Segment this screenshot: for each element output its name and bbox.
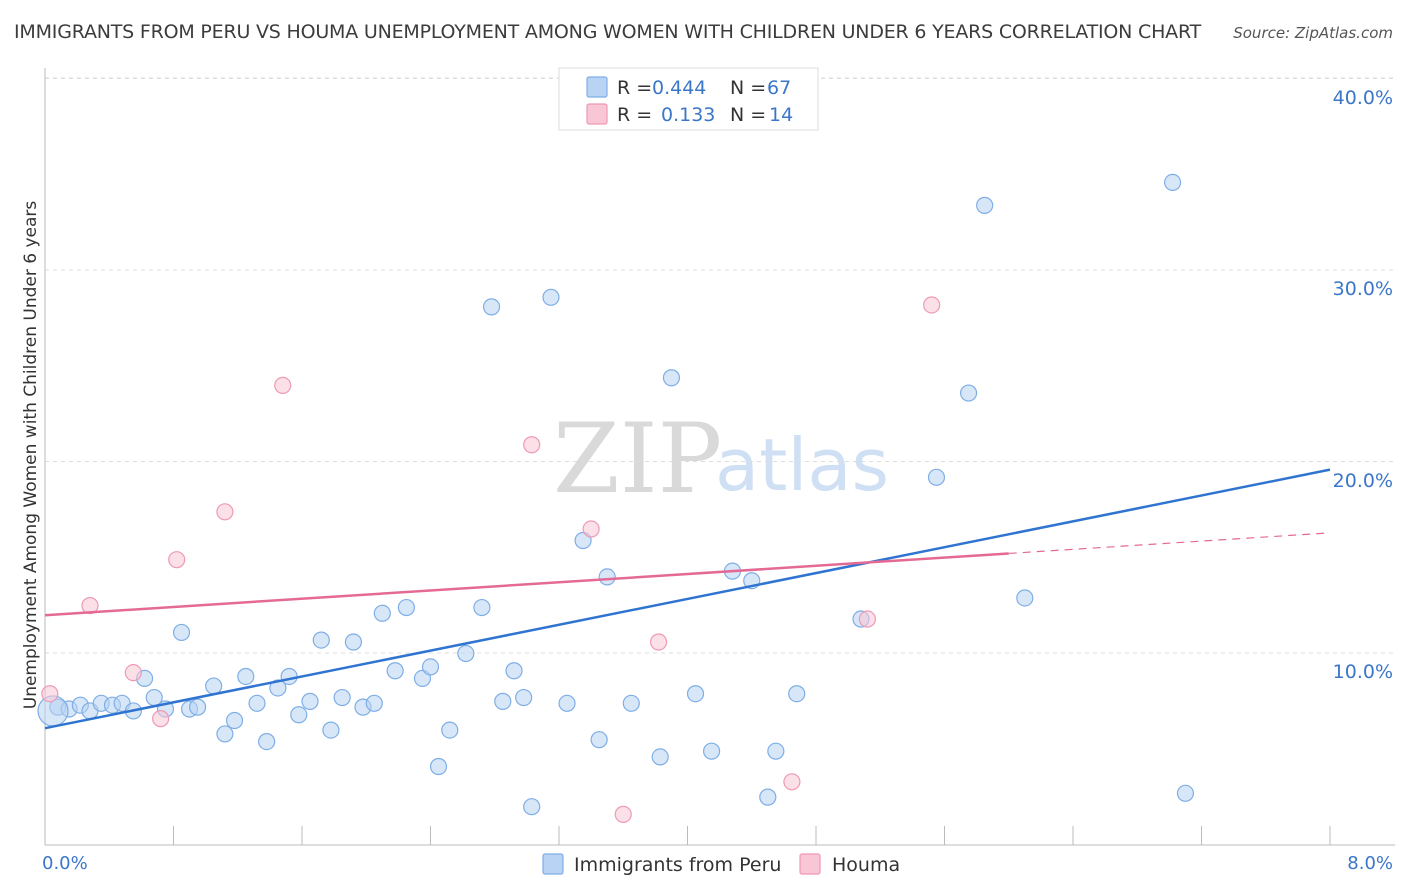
y-tick-label: 10.0% (1333, 661, 1393, 683)
point-peru (258, 732, 276, 751)
legend-r-value-peru: 0.444 (652, 77, 706, 99)
point-peru (494, 692, 512, 710)
legend: R = 0.444 N = 67 R = 0.133 N = 14 (558, 67, 819, 131)
point-peru (269, 679, 287, 697)
point-peru (188, 698, 207, 716)
point-houma (858, 610, 877, 628)
trend-line-peru (44, 468, 1331, 730)
point-peru (473, 598, 491, 617)
point-peru (505, 662, 523, 680)
point-peru (312, 631, 330, 649)
point-peru (386, 662, 404, 680)
legend-n-label-houma: N = (730, 104, 766, 126)
bottom-legend: Immigrants from Peru Houma (542, 853, 900, 876)
point-houma (614, 805, 632, 823)
x-tick-label-max: 8.0% (1347, 853, 1393, 874)
bottom-legend-label-peru: Immigrants from Peru (574, 854, 781, 876)
point-peru (205, 677, 223, 695)
bottom-legend-swatch-houma (799, 853, 821, 875)
legend-n-label-peru: N = (730, 77, 766, 99)
bottom-legend-swatch-peru (542, 853, 564, 875)
point-peru (301, 692, 319, 710)
point-houma (124, 664, 142, 682)
source-label: Source: ZipAtlas.com (1233, 24, 1393, 42)
watermark-zip: ZIP (553, 403, 722, 515)
point-peru (248, 694, 266, 712)
point-peru (1163, 173, 1182, 192)
point-peru (237, 667, 255, 686)
trend-lines (44, 468, 1331, 730)
y-tick-label: 20.0% (1333, 470, 1393, 492)
point-peru (976, 196, 994, 214)
bottom-legend-label-houma: Houma (832, 854, 900, 876)
point-peru (959, 384, 978, 402)
point-peru (482, 298, 501, 316)
point-houma (152, 710, 170, 728)
axes: 10.0% 20.0% 30.0% 40.0% 0.0% 8.0% (42, 68, 1395, 874)
point-peru (662, 369, 681, 387)
point-peru (225, 711, 244, 730)
point-peru (702, 742, 721, 760)
point-peru (927, 468, 946, 486)
point-peru (397, 598, 416, 617)
point-peru (441, 721, 459, 739)
trend-line-houma (44, 552, 1009, 617)
point-houma (216, 503, 234, 521)
point-houma (783, 773, 801, 791)
point-peru (590, 731, 608, 749)
point-peru (280, 667, 298, 686)
point-houma (923, 296, 941, 314)
y-axis-label: Unemployment Among Women with Children U… (21, 201, 41, 710)
point-peru (686, 685, 705, 703)
legend-swatch-peru (586, 76, 608, 98)
point-houma (41, 685, 59, 703)
point-peru (788, 685, 806, 703)
point-peru (523, 798, 541, 816)
point-peru (558, 694, 576, 712)
point-houma (274, 376, 292, 394)
point-peru (759, 788, 777, 806)
point-peru (651, 748, 669, 766)
chart-title: IMMIGRANTS FROM PERU VS HOUMA UNEMPLOYME… (14, 21, 1202, 43)
point-peru (333, 688, 351, 707)
y-tick-label: 40.0% (1333, 87, 1393, 109)
trend-line-houma-extension (1008, 532, 1331, 555)
point-peru (429, 757, 448, 776)
watermark-atlas: atlas (715, 423, 889, 507)
point-peru (598, 568, 616, 586)
point-peru (1176, 784, 1195, 802)
legend-n-value-houma: 14 (769, 104, 793, 126)
data-points (37, 173, 1195, 823)
x-tick-label-min: 0.0% (42, 853, 88, 874)
y-tick-label: 30.0% (1333, 278, 1393, 300)
point-peru (344, 633, 362, 651)
legend-swatch-houma (586, 103, 608, 125)
gridlines (45, 77, 1395, 654)
point-peru (542, 288, 560, 306)
point-houma (523, 436, 541, 454)
point-peru (172, 623, 191, 642)
point-houma (649, 633, 668, 651)
point-peru (290, 706, 308, 724)
point-peru (216, 725, 234, 743)
legend-r-value-houma: 0.133 (661, 104, 715, 126)
point-peru (767, 742, 785, 760)
point-houma (168, 551, 186, 569)
point-peru (322, 721, 340, 739)
point-peru (515, 688, 533, 707)
legend-n-value-peru: 67 (767, 77, 791, 99)
legend-r-label-houma: R = (617, 104, 652, 126)
point-peru (457, 644, 475, 663)
point-peru (421, 658, 440, 676)
point-peru (1016, 589, 1034, 607)
legend-r-label-peru: R = (617, 77, 652, 99)
point-peru (622, 694, 640, 712)
point-houma (582, 520, 600, 538)
point-peru (373, 604, 391, 622)
point-houma (81, 597, 99, 615)
point-peru (365, 694, 383, 712)
